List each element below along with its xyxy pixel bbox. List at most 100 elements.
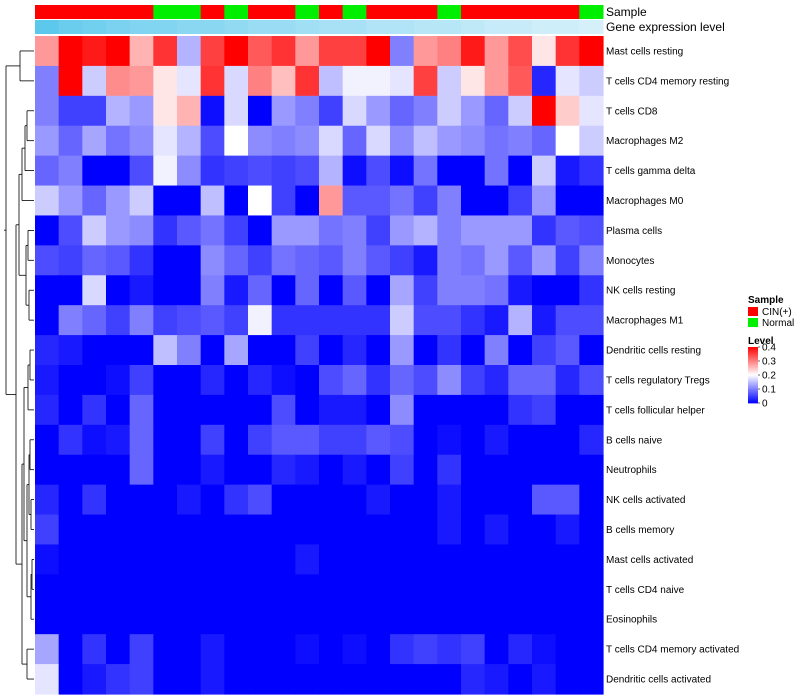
heatmap-cell bbox=[555, 125, 580, 157]
heatmap-cell bbox=[579, 275, 604, 306]
heatmap-cell bbox=[532, 245, 557, 276]
heatmap-cell bbox=[35, 424, 60, 456]
heatmap-cell bbox=[342, 664, 367, 695]
heatmap-cell bbox=[508, 424, 533, 456]
row-labels: Mast cells resting T cells CD4 memory res… bbox=[606, 46, 739, 685]
heatmap-cell bbox=[82, 664, 107, 695]
sample-annotation-cell bbox=[248, 5, 273, 19]
row-label: Monocytes bbox=[606, 256, 654, 267]
heatmap-cell bbox=[224, 125, 249, 157]
heatmap-cell bbox=[295, 215, 320, 246]
legend-gradient-step bbox=[748, 384, 758, 387]
heatmap-cell bbox=[390, 604, 415, 635]
sample-annotation-cell bbox=[555, 5, 580, 19]
heatmap-cell bbox=[295, 454, 320, 486]
expression-annotation-cell bbox=[200, 20, 225, 34]
heatmap-cell bbox=[106, 245, 131, 276]
heatmap-cell bbox=[200, 215, 225, 246]
legend-gradient-step bbox=[748, 363, 758, 366]
heatmap-cell bbox=[58, 664, 83, 695]
heatmap-cell bbox=[413, 215, 438, 246]
heatmap-cell bbox=[295, 275, 320, 306]
heatmap-cell bbox=[342, 454, 367, 486]
heatmap-cell bbox=[177, 574, 202, 605]
heatmap-cell bbox=[224, 454, 249, 486]
heatmap-cell bbox=[177, 454, 202, 486]
heatmap-cell bbox=[342, 514, 367, 546]
heatmap-cell bbox=[106, 305, 131, 336]
expression-annotation-cell bbox=[508, 20, 533, 34]
sample-annotation-cell bbox=[484, 5, 509, 19]
legend-gradient-step bbox=[748, 376, 758, 379]
heatmap-cell bbox=[177, 335, 202, 366]
heatmap-cell bbox=[58, 424, 83, 456]
heatmap-cell bbox=[200, 664, 225, 695]
heatmap-cell bbox=[129, 95, 154, 127]
heatmap-cell bbox=[35, 305, 60, 336]
row-label: T cells CD4 memory activated bbox=[606, 645, 739, 656]
heatmap-cell bbox=[342, 36, 367, 67]
heatmap-cell bbox=[461, 95, 486, 127]
heatmap-cell bbox=[579, 36, 604, 67]
heatmap-cell bbox=[532, 484, 557, 516]
heatmap-cell bbox=[271, 155, 296, 187]
heatmap-cell bbox=[200, 365, 225, 396]
heatmap-cell bbox=[319, 604, 344, 635]
heatmap-cell bbox=[390, 365, 415, 396]
heatmap-cell bbox=[35, 514, 60, 546]
heatmap-cell bbox=[555, 484, 580, 516]
heatmap-cell bbox=[413, 604, 438, 635]
heatmap-cell bbox=[35, 574, 60, 605]
heatmap-cell bbox=[271, 125, 296, 157]
row-label: Macrophages M1 bbox=[606, 316, 684, 327]
expression-annotation-cell bbox=[532, 20, 557, 34]
heatmap-cell bbox=[484, 335, 509, 366]
heatmap-cell bbox=[484, 574, 509, 605]
heatmap-cell bbox=[106, 95, 131, 127]
heatmap-cell bbox=[461, 305, 486, 336]
heatmap-cell bbox=[129, 155, 154, 187]
heatmap-cell bbox=[484, 155, 509, 187]
heatmap-cell bbox=[461, 335, 486, 366]
heatmap-cell bbox=[177, 664, 202, 695]
heatmap-cell bbox=[555, 245, 580, 276]
heatmap-cell bbox=[295, 604, 320, 635]
heatmap-cell bbox=[390, 36, 415, 67]
heatmap-cell bbox=[366, 394, 391, 426]
heatmap-cell bbox=[461, 574, 486, 605]
heatmap-cell bbox=[153, 36, 178, 67]
heatmap-cell bbox=[461, 664, 486, 695]
heatmap-cell bbox=[82, 394, 107, 426]
row-label: T cells CD8 bbox=[606, 106, 658, 117]
heatmap-cell bbox=[58, 36, 83, 67]
heatmap-cell bbox=[271, 484, 296, 516]
heatmap-cell bbox=[484, 125, 509, 157]
heatmap-cell bbox=[58, 454, 83, 486]
expression-annotation-cell bbox=[106, 20, 131, 34]
heatmap-cell bbox=[200, 634, 225, 665]
heatmap-cell bbox=[224, 335, 249, 366]
heatmap-cell bbox=[532, 664, 557, 695]
heatmap-cell bbox=[461, 155, 486, 187]
legend-gradient-step bbox=[748, 362, 758, 365]
heatmap-cell bbox=[58, 95, 83, 127]
heatmap-cell bbox=[153, 185, 178, 217]
legend-gradient-step bbox=[748, 394, 758, 397]
heatmap-cell bbox=[224, 514, 249, 546]
row-dendrogram bbox=[4, 50, 34, 680]
heatmap-cell bbox=[484, 185, 509, 217]
heatmap-cell bbox=[532, 215, 557, 246]
heatmap-cell bbox=[555, 514, 580, 546]
heatmap-cell bbox=[200, 574, 225, 605]
heatmap-cell bbox=[461, 125, 486, 157]
heatmap-cell bbox=[58, 574, 83, 605]
legend-gradient-step bbox=[748, 348, 758, 351]
heatmap-cell bbox=[224, 185, 249, 217]
heatmap-cell bbox=[153, 484, 178, 516]
heatmap-cell bbox=[35, 36, 60, 67]
heatmap-cell bbox=[508, 305, 533, 336]
heatmap-cell bbox=[508, 574, 533, 605]
legend-level-title: Level bbox=[748, 336, 774, 347]
expression-annotation-cell bbox=[177, 20, 202, 34]
heatmap-cell bbox=[177, 305, 202, 336]
